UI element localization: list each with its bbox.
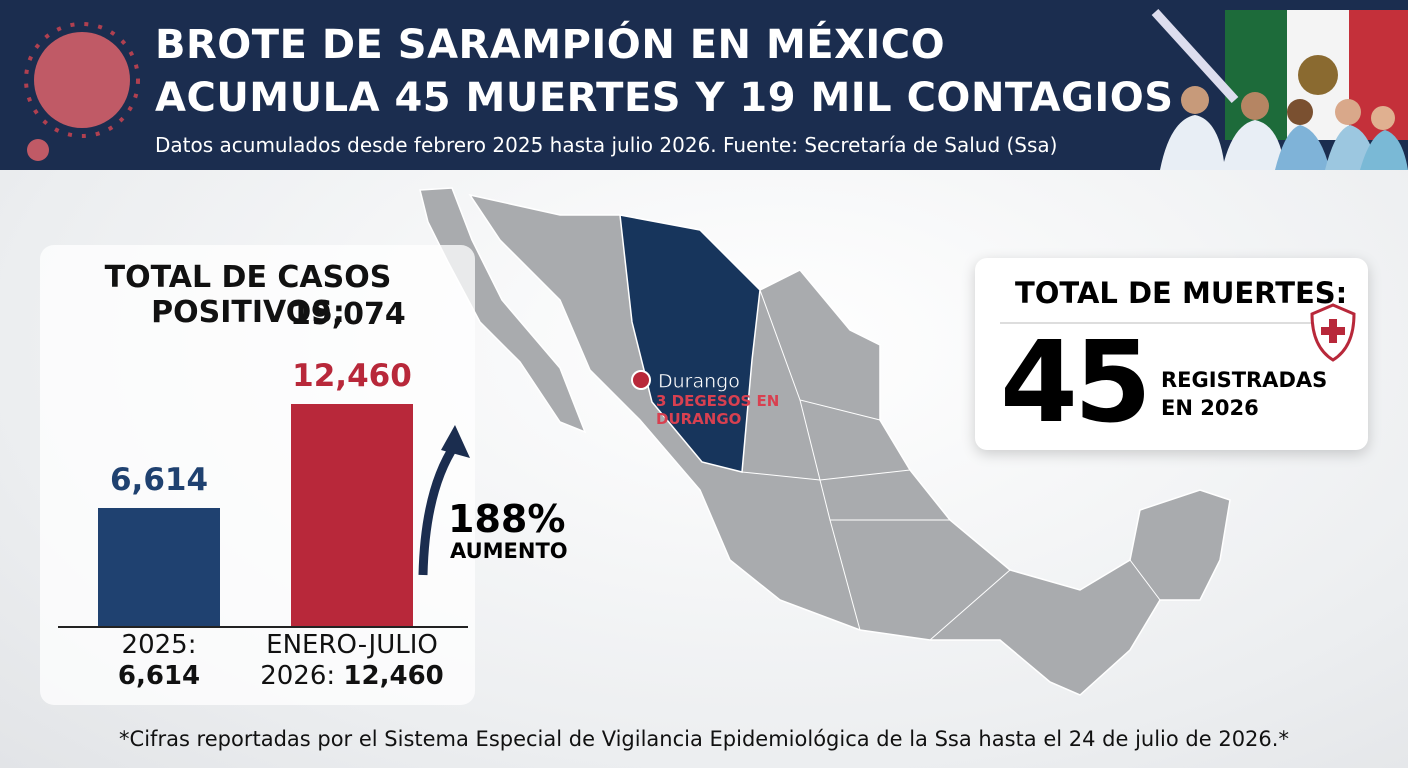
virus-icon [34, 32, 130, 128]
value-label: 6,614 [109, 462, 209, 499]
map-note: 3 DEGESOS EN DURANGO [656, 392, 780, 428]
syringe [1151, 8, 1239, 104]
baseline [58, 626, 468, 628]
header-decoration [24, 8, 1408, 170]
map-label: Durango [658, 371, 740, 393]
annotation-value: 188% [448, 497, 566, 541]
chart-title-text: TOTAL DE CASOS POSITIVOS: [104, 260, 392, 330]
virus-spikes [24, 22, 140, 138]
map-marker [631, 370, 651, 390]
subtitle: Datos acumulados desde febrero 2025 hast… [155, 133, 1058, 157]
category-label: 2025: 6,614 [109, 630, 209, 692]
map-borders [741, 289, 1161, 641]
title: ACUMULA 45 MUERTES Y 19 MIL CONTAGIOS [155, 75, 1174, 121]
deaths-value: 45 [1000, 318, 1152, 448]
flag-emblem [1298, 55, 1338, 95]
increase-arrow [418, 425, 470, 576]
category-value: 12,460 [343, 661, 444, 691]
category-text: 2025: [121, 630, 197, 660]
category-value: 6,614 [117, 661, 201, 691]
shield-icon [1310, 303, 1356, 362]
cases-card: TOTAL DE CASOS POSITIVOS: 19,074 6,614 20… [40, 245, 568, 705]
virus-icon [27, 139, 49, 161]
bar-chart: 6,614 2025: 6,614 12,460 ENERO-JULIO 2026: … [40, 245, 475, 705]
value-label: 12,460 [292, 358, 412, 394]
category-label: ENERO-JULIO 2026: 12,460 [252, 630, 452, 692]
annotation-text: AUMENTO [450, 539, 568, 563]
divider [1000, 322, 1345, 324]
bar [291, 404, 413, 626]
category-text: ENERO-JULIO 2026: [260, 630, 438, 691]
bar [98, 508, 220, 626]
deaths-title: TOTAL DE MUERTES: [1015, 276, 1348, 310]
header: BROTE DE SARAMPIÓN EN MÉXICO ACUMULA 45 … [0, 0, 1408, 170]
deaths-card: TOTAL DE MUERTES: 45 REGISTRADAS EN 2026 [975, 258, 1368, 450]
chart-title: TOTAL DE CASOS POSITIVOS: [105, 260, 398, 330]
title: BROTE DE SARAMPIÓN EN MÉXICO [155, 22, 946, 68]
footnote: *Cifras reportadas por el Sistema Especi… [119, 727, 1289, 751]
deaths-caption: REGISTRADAS EN 2026 [1161, 368, 1328, 420]
chart-total: 19,074 [290, 297, 406, 332]
map-note-box: 3 DEGESOS EN DURANGO [656, 392, 780, 428]
doctors [1160, 86, 1408, 170]
